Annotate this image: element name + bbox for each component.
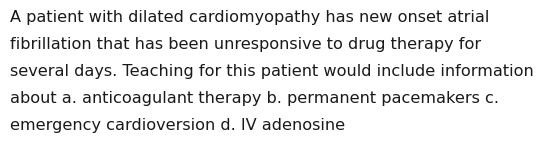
Text: about a. anticoagulant therapy b. permanent pacemakers c.: about a. anticoagulant therapy b. perman… [10, 91, 499, 106]
Text: A patient with dilated cardiomyopathy has new onset atrial: A patient with dilated cardiomyopathy ha… [10, 10, 489, 25]
Text: fibrillation that has been unresponsive to drug therapy for: fibrillation that has been unresponsive … [10, 37, 481, 52]
Text: several days. Teaching for this patient would include information: several days. Teaching for this patient … [10, 64, 534, 79]
Text: emergency cardioversion d. IV adenosine: emergency cardioversion d. IV adenosine [10, 118, 345, 133]
